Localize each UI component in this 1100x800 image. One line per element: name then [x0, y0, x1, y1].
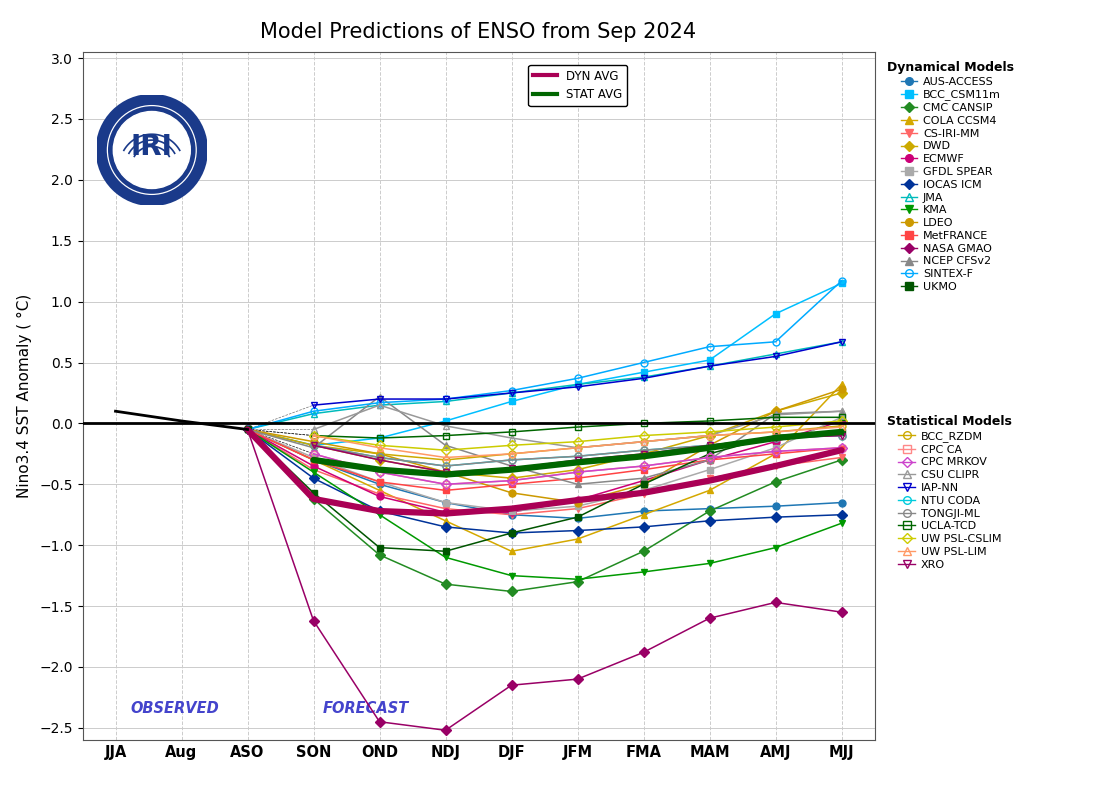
Text: FORECAST: FORECAST: [323, 702, 409, 716]
Text: IRI: IRI: [131, 133, 173, 161]
Circle shape: [113, 111, 190, 189]
Title: Model Predictions of ENSO from Sep 2024: Model Predictions of ENSO from Sep 2024: [261, 22, 696, 42]
Circle shape: [101, 99, 202, 201]
Legend: BCC_RZDM, CPC CA, CPC MRKOV, CSU CLIPR, IAP-NN, NTU CODA, TONGJI-ML, UCLA-TCD, U: BCC_RZDM, CPC CA, CPC MRKOV, CSU CLIPR, …: [884, 412, 1015, 573]
Y-axis label: Nino3.4 SST Anomaly ( °C): Nino3.4 SST Anomaly ( °C): [18, 294, 32, 498]
Text: OBSERVED: OBSERVED: [131, 702, 219, 716]
